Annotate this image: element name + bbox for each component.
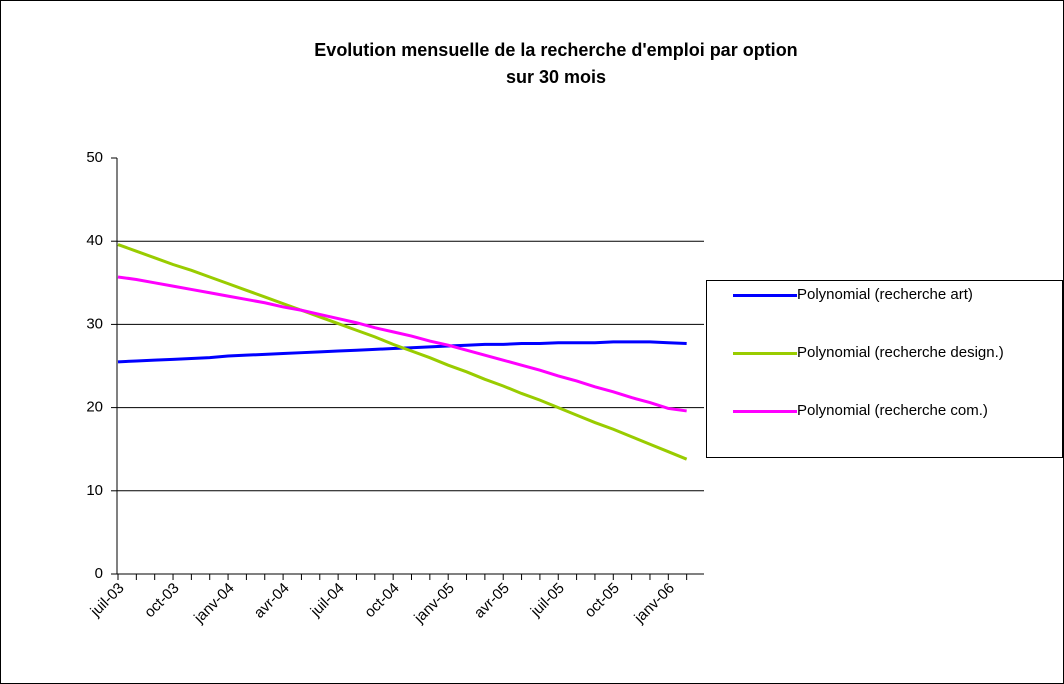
x-tick-label: avr-05 [471,580,513,622]
x-tick-label: oct-04 [361,580,403,622]
y-tick-label: 0 [95,565,103,582]
legend-swatch [733,410,797,413]
x-tick-label: oct-03 [141,580,183,622]
series-line [117,243,688,461]
legend-swatch [733,294,797,297]
x-tick-label: juil-03 [87,580,128,621]
legend-entry: Polynomial (recherche design.) [707,339,1062,397]
x-tick-label: avr-04 [251,580,293,622]
series-line [117,275,687,413]
legend-label: Polynomial (recherche art) [797,286,973,303]
legend-label: Polynomial (recherche design.) [797,344,1004,361]
y-tick-label: 20 [86,399,103,416]
x-tick-label: janv-06 [630,580,678,628]
x-tick-label: juil-04 [307,580,348,621]
x-tick-label: janv-04 [190,580,238,628]
x-tick-label: oct-05 [581,580,623,622]
y-tick-label: 30 [86,315,103,332]
legend-swatch [733,352,797,355]
y-tick-label: 40 [86,232,103,249]
legend-entry: Polynomial (recherche art) [707,281,1062,339]
legend-label: Polynomial (recherche com.) [797,402,988,419]
y-tick-label: 50 [86,149,103,166]
legend: Polynomial (recherche art) Polynomial (re… [706,280,1063,458]
x-tick-label: janv-05 [410,580,458,628]
x-tick-label: juil-05 [527,580,568,621]
chart-title: Evolution mensuelle de la recherche d'em… [314,40,798,87]
y-tick-label: 10 [86,482,103,499]
legend-entry: Polynomial (recherche com.) [707,397,1062,455]
series-line [117,340,687,364]
